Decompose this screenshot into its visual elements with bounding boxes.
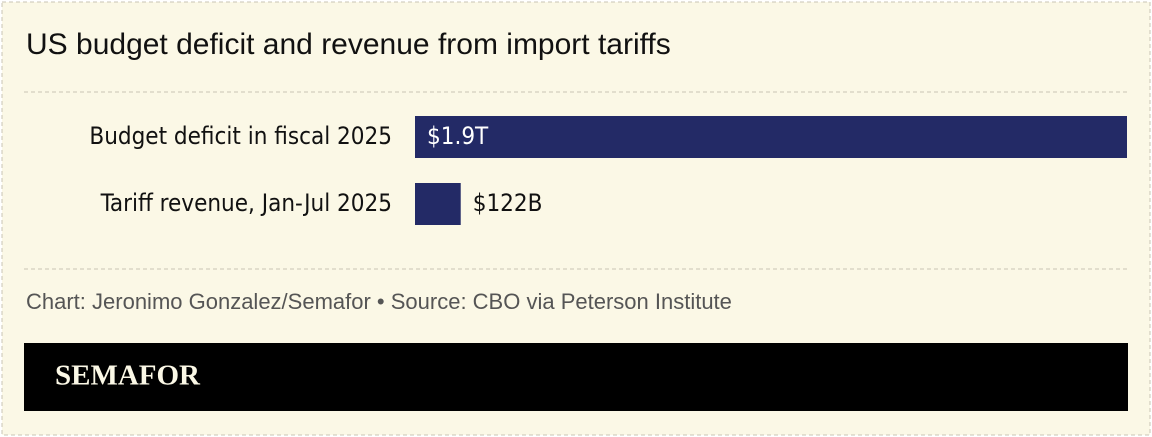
bar (415, 116, 1127, 158)
value-label: $1.9T (427, 122, 489, 150)
source-note: Chart: Jeronimo Gonzalez/Semafor • Sourc… (26, 289, 732, 314)
category-label: Budget deficit in fiscal 2025 (89, 122, 392, 150)
brand: SEMAFOR (55, 360, 201, 392)
bar (415, 183, 461, 225)
brand-banner (24, 343, 1128, 411)
chart-title: US budget deficit and revenue from impor… (26, 28, 671, 61)
category-label: Tariff revenue, Jan-Jul 2025 (100, 189, 392, 217)
value-label: $122B (473, 189, 543, 217)
